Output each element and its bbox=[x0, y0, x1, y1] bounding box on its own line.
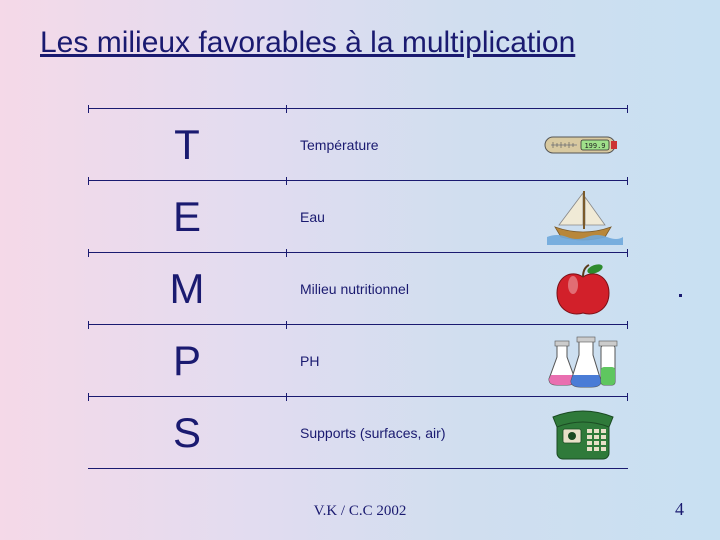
thermometer-icon: 199.9 bbox=[538, 109, 628, 180]
table-row: E Eau bbox=[88, 181, 628, 253]
footer-credit: V.K / C.C 2002 bbox=[314, 503, 407, 520]
letter-cell: S bbox=[88, 397, 286, 468]
table-row: P PH bbox=[88, 325, 628, 397]
temps-table: T Température 199.9 E Eau M Milieu nutri… bbox=[88, 108, 628, 469]
letter-cell: T bbox=[88, 109, 286, 180]
svg-text:199.9: 199.9 bbox=[584, 142, 605, 150]
letter-cell: M bbox=[88, 253, 286, 324]
desc-cell: Eau bbox=[286, 181, 538, 252]
letter-cell: E bbox=[88, 181, 286, 252]
letter-cell: P bbox=[88, 325, 286, 396]
phone-icon bbox=[538, 397, 628, 468]
desc-cell: Température bbox=[286, 109, 538, 180]
stray-mark bbox=[679, 294, 682, 297]
page-number: 4 bbox=[675, 499, 684, 520]
page-title: Les milieux favorables à la multiplicati… bbox=[40, 26, 575, 60]
flasks-icon bbox=[538, 325, 628, 396]
sailboat-icon bbox=[538, 181, 628, 252]
desc-cell: Milieu nutritionnel bbox=[286, 253, 538, 324]
table-row: M Milieu nutritionnel bbox=[88, 253, 628, 325]
table-row: T Température 199.9 bbox=[88, 109, 628, 181]
table-row: S Supports (surfaces, air) bbox=[88, 397, 628, 469]
desc-cell: Supports (surfaces, air) bbox=[286, 397, 538, 468]
desc-cell: PH bbox=[286, 325, 538, 396]
apple-icon bbox=[538, 253, 628, 324]
